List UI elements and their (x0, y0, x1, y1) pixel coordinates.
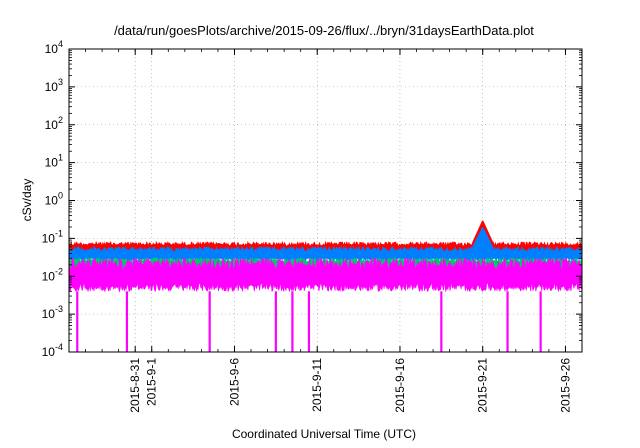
y-tick-exponent: -4 (55, 342, 63, 352)
y-tick-label: 104 (45, 39, 63, 56)
y-tick-base: 10 (42, 269, 56, 283)
y-tick-base: 10 (45, 156, 59, 170)
x-tick-label: 2015-9-26 (558, 358, 572, 413)
y-tick-label: 103 (45, 77, 63, 94)
x-axis-label: Coordinated Universal Time (UTC) (232, 427, 416, 441)
y-tick-base: 10 (42, 307, 56, 321)
x-tick-label: 2015-9-21 (476, 358, 490, 413)
x-tick-label: 2015-9-11 (310, 358, 324, 412)
x-tick-label: 2015-9-16 (393, 358, 407, 413)
y-tick-label: 10-2 (42, 266, 63, 283)
y-tick-label: 100 (45, 191, 63, 208)
y-tick-exponent: 1 (58, 153, 63, 163)
x-tick-label: 2015-8-31 (128, 358, 142, 413)
y-tick-label: 10-4 (42, 342, 63, 359)
y-axis-label: cSv/day (20, 179, 34, 222)
axis-ticks: 10-410-310-210-11001011021031042015-8-31… (42, 39, 583, 413)
y-tick-base: 10 (45, 194, 59, 208)
y-tick-base: 10 (45, 42, 59, 56)
y-tick-label: 101 (45, 153, 63, 170)
y-tick-exponent: 3 (58, 77, 63, 87)
x-tick-label: 2015-9-6 (227, 358, 241, 406)
chart-title: /data/run/goesPlots/archive/2015-09-26/f… (114, 23, 534, 38)
y-tick-base: 10 (45, 118, 59, 132)
y-tick-exponent: 4 (58, 39, 63, 49)
y-tick-label: 10-1 (42, 228, 63, 245)
y-tick-label: 102 (45, 115, 63, 132)
y-tick-exponent: 2 (58, 115, 63, 125)
y-tick-base: 10 (42, 231, 56, 245)
x-tick-label: 2015-9-1 (145, 358, 159, 406)
y-tick-exponent: 0 (58, 191, 63, 201)
series-layer (68, 220, 583, 352)
y-tick-base: 10 (42, 345, 56, 359)
y-tick-exponent: -1 (55, 228, 63, 238)
y-tick-exponent: -2 (55, 266, 63, 276)
y-tick-label: 10-3 (42, 304, 63, 321)
y-tick-exponent: -3 (55, 304, 63, 314)
grid (69, 49, 582, 352)
y-tick-base: 10 (45, 80, 59, 94)
